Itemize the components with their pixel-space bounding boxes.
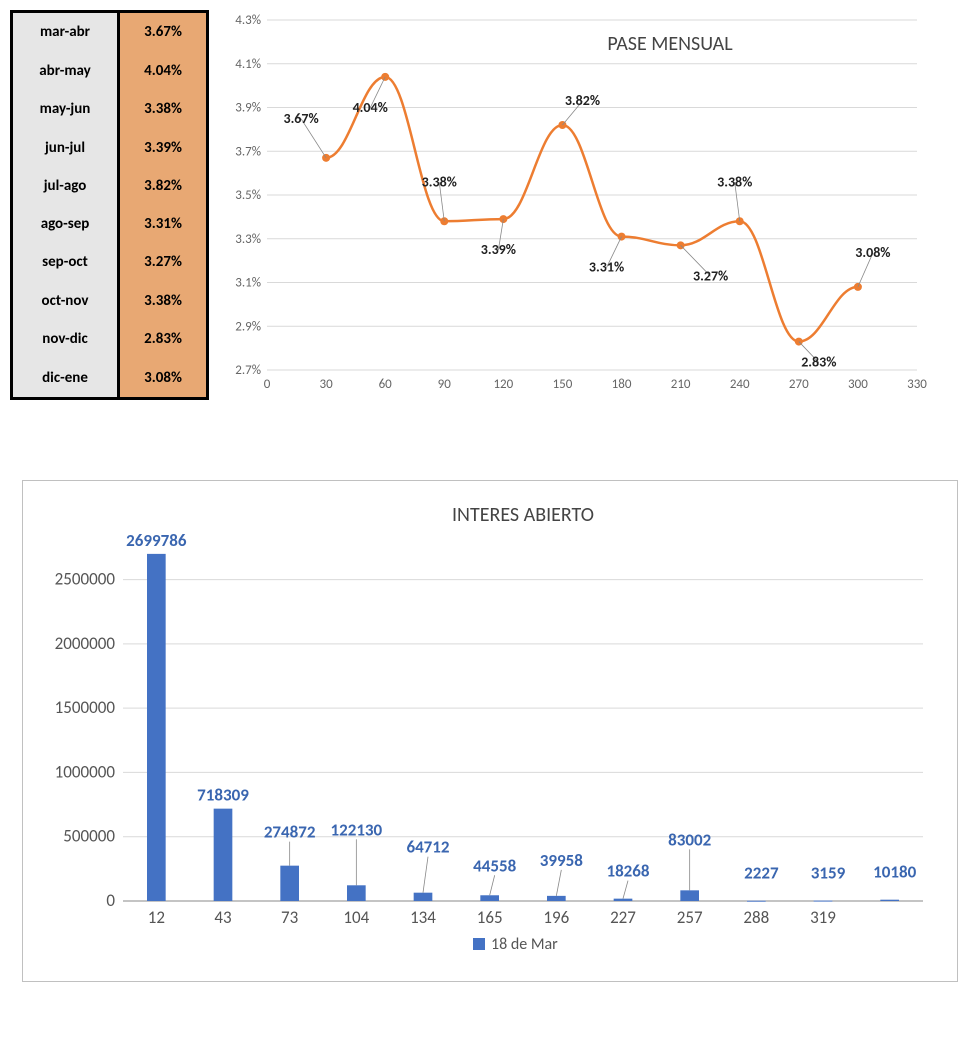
bar bbox=[680, 890, 699, 901]
svg-text:257: 257 bbox=[677, 907, 703, 928]
table-period-value: 3.38% bbox=[119, 282, 208, 320]
table-period-value: 3.82% bbox=[119, 167, 208, 205]
bar bbox=[547, 896, 566, 901]
svg-text:3.31%: 3.31% bbox=[589, 259, 624, 276]
svg-text:288: 288 bbox=[743, 907, 769, 928]
table-period-value: 4.04% bbox=[119, 52, 208, 90]
svg-text:2227: 2227 bbox=[744, 863, 779, 884]
svg-text:718309: 718309 bbox=[197, 785, 249, 806]
svg-text:73: 73 bbox=[281, 907, 298, 928]
svg-text:2.7%: 2.7% bbox=[235, 363, 261, 378]
table-period-label: oct-nov bbox=[12, 282, 119, 320]
svg-text:4.04%: 4.04% bbox=[353, 99, 388, 116]
svg-text:43: 43 bbox=[214, 907, 231, 928]
svg-text:274872: 274872 bbox=[264, 822, 316, 843]
svg-text:2.9%: 2.9% bbox=[235, 319, 261, 334]
svg-text:180: 180 bbox=[612, 377, 632, 392]
svg-text:319: 319 bbox=[810, 907, 836, 928]
svg-text:120: 120 bbox=[493, 377, 513, 392]
bar bbox=[347, 885, 366, 901]
svg-text:18268: 18268 bbox=[606, 861, 649, 882]
svg-text:1500000: 1500000 bbox=[55, 697, 116, 718]
svg-text:3.38%: 3.38% bbox=[422, 173, 457, 190]
table-period-label: ago-sep bbox=[12, 205, 119, 243]
svg-text:3.82%: 3.82% bbox=[565, 92, 600, 109]
bar bbox=[480, 895, 499, 901]
svg-text:330: 330 bbox=[907, 377, 927, 392]
table-period-value: 3.38% bbox=[119, 90, 208, 128]
table-period-label: mar-abr bbox=[12, 12, 119, 52]
svg-text:2699786: 2699786 bbox=[126, 530, 187, 551]
svg-text:3.3%: 3.3% bbox=[235, 232, 261, 247]
bar bbox=[280, 866, 299, 901]
table-period-label: jul-ago bbox=[12, 167, 119, 205]
bar-chart-title: INTERES ABIERTO bbox=[452, 503, 594, 527]
svg-text:90: 90 bbox=[438, 377, 452, 392]
legend-label: 18 de Mar bbox=[491, 935, 558, 954]
svg-text:4.1%: 4.1% bbox=[235, 57, 261, 72]
svg-text:3.27%: 3.27% bbox=[693, 267, 728, 284]
svg-text:300: 300 bbox=[848, 377, 868, 392]
line-chart-title: PASE MENSUAL bbox=[607, 32, 733, 56]
table-period-label: sep-oct bbox=[12, 243, 119, 281]
bar bbox=[414, 893, 433, 901]
svg-text:44558: 44558 bbox=[473, 855, 516, 876]
svg-text:150: 150 bbox=[553, 377, 573, 392]
svg-text:64712: 64712 bbox=[406, 837, 449, 858]
svg-text:500000: 500000 bbox=[63, 826, 115, 847]
svg-text:0: 0 bbox=[106, 890, 115, 911]
legend-swatch bbox=[473, 938, 485, 950]
table-period-label: abr-may bbox=[12, 52, 119, 90]
svg-text:3.9%: 3.9% bbox=[235, 101, 261, 116]
bar bbox=[814, 901, 833, 902]
bar bbox=[614, 899, 633, 901]
bar bbox=[147, 554, 166, 901]
svg-text:39958: 39958 bbox=[540, 850, 583, 871]
svg-text:2.83%: 2.83% bbox=[801, 354, 836, 371]
pase-mensual-chart: 2.7% 2.9% 3.1% 3.3% 3.5% 3.7% 3.9% 4.1% 4.3% 0 30 6… bbox=[217, 10, 970, 400]
svg-text:122130: 122130 bbox=[330, 819, 382, 840]
svg-text:240: 240 bbox=[730, 377, 750, 392]
svg-text:196: 196 bbox=[543, 907, 569, 928]
svg-text:227: 227 bbox=[610, 907, 636, 928]
svg-text:60: 60 bbox=[379, 377, 393, 392]
svg-text:83002: 83002 bbox=[668, 829, 711, 850]
svg-text:4.3%: 4.3% bbox=[235, 13, 261, 28]
table-period-value: 3.39% bbox=[119, 128, 208, 166]
table-period-value: 2.83% bbox=[119, 320, 208, 358]
table-period-value: 3.31% bbox=[119, 205, 208, 243]
pase-table: mar-abr3.67%abr-may4.04%may-jun3.38%jun-… bbox=[10, 10, 209, 400]
interes-abierto-chart: INTERES ABIERTO 0 500000 1000000 1500000 2000… bbox=[22, 480, 958, 982]
table-period-value: 3.27% bbox=[119, 243, 208, 281]
svg-text:30: 30 bbox=[319, 377, 333, 392]
svg-text:3.67%: 3.67% bbox=[283, 110, 318, 127]
svg-text:3.7%: 3.7% bbox=[235, 144, 261, 159]
svg-text:12: 12 bbox=[148, 907, 165, 928]
svg-text:3159: 3159 bbox=[811, 863, 846, 884]
svg-text:2000000: 2000000 bbox=[55, 633, 116, 654]
svg-text:134: 134 bbox=[410, 907, 436, 928]
table-period-label: nov-dic bbox=[12, 320, 119, 358]
svg-text:3.08%: 3.08% bbox=[855, 244, 890, 261]
svg-text:3.39%: 3.39% bbox=[481, 241, 516, 258]
table-period-label: jun-jul bbox=[12, 128, 119, 166]
table-period-label: dic-ene bbox=[12, 358, 119, 398]
svg-text:2500000: 2500000 bbox=[55, 569, 116, 590]
svg-text:3.5%: 3.5% bbox=[235, 188, 261, 203]
bar bbox=[880, 900, 899, 901]
table-period-value: 3.67% bbox=[119, 12, 208, 52]
svg-text:0: 0 bbox=[264, 377, 271, 392]
svg-text:3.38%: 3.38% bbox=[717, 173, 752, 190]
bar bbox=[747, 901, 766, 902]
svg-text:10180: 10180 bbox=[873, 862, 916, 883]
table-period-value: 3.08% bbox=[119, 358, 208, 398]
table-period-label: may-jun bbox=[12, 90, 119, 128]
svg-text:165: 165 bbox=[477, 907, 503, 928]
svg-text:270: 270 bbox=[789, 377, 809, 392]
bar bbox=[214, 809, 233, 901]
svg-text:1000000: 1000000 bbox=[55, 761, 116, 782]
svg-text:210: 210 bbox=[671, 377, 691, 392]
svg-text:3.1%: 3.1% bbox=[235, 276, 261, 291]
svg-text:104: 104 bbox=[343, 907, 369, 928]
